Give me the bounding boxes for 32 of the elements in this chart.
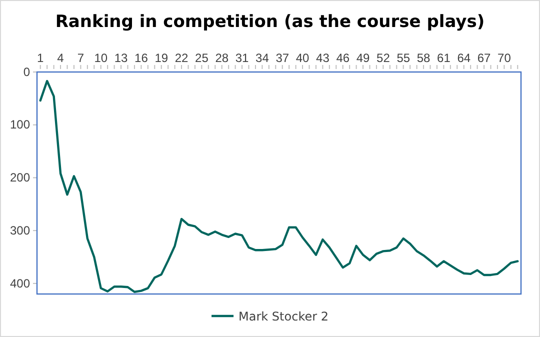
x-tick-label: 49 bbox=[356, 51, 370, 65]
x-tick-label: 16 bbox=[134, 51, 148, 65]
x-tick-label: 13 bbox=[114, 51, 128, 65]
x-tick-label: 25 bbox=[195, 51, 209, 65]
x-tick-label: 55 bbox=[396, 51, 410, 65]
x-tick-label: 46 bbox=[336, 51, 350, 65]
x-tick-label: 52 bbox=[376, 51, 390, 65]
x-tick-label: 34 bbox=[256, 51, 270, 65]
x-tick-label: 7 bbox=[77, 51, 84, 65]
x-tick-label: 37 bbox=[276, 51, 290, 65]
x-tick-label: 1 bbox=[37, 51, 44, 65]
x-tick-label: 43 bbox=[316, 51, 330, 65]
x-tick-label: 28 bbox=[215, 51, 229, 65]
line-series bbox=[39, 80, 519, 293]
x-tick-label: 61 bbox=[437, 51, 451, 65]
y-tick-label: 0 bbox=[23, 64, 30, 79]
x-tick-label: 31 bbox=[235, 51, 250, 65]
legend-label: Mark Stocker 2 bbox=[238, 310, 328, 324]
x-tick-label: 10 bbox=[94, 51, 108, 65]
x-tick-label: 40 bbox=[296, 51, 310, 65]
x-tick-label: 70 bbox=[498, 51, 512, 65]
x-tick-label: 22 bbox=[174, 51, 189, 65]
y-tick-label: 100 bbox=[10, 118, 30, 132]
x-tick-label: 67 bbox=[477, 51, 492, 65]
x-tick-label: 64 bbox=[457, 51, 471, 65]
x-tick-label: 19 bbox=[154, 51, 168, 65]
y-tick-label: 200 bbox=[10, 170, 30, 185]
chart-title: Ranking in competition (as the course plays) bbox=[55, 12, 485, 32]
x-tick-label: 58 bbox=[416, 51, 431, 65]
x-tick-label: 4 bbox=[57, 51, 64, 65]
y-tick-label: 400 bbox=[10, 276, 30, 290]
y-tick-label: 300 bbox=[10, 223, 30, 238]
